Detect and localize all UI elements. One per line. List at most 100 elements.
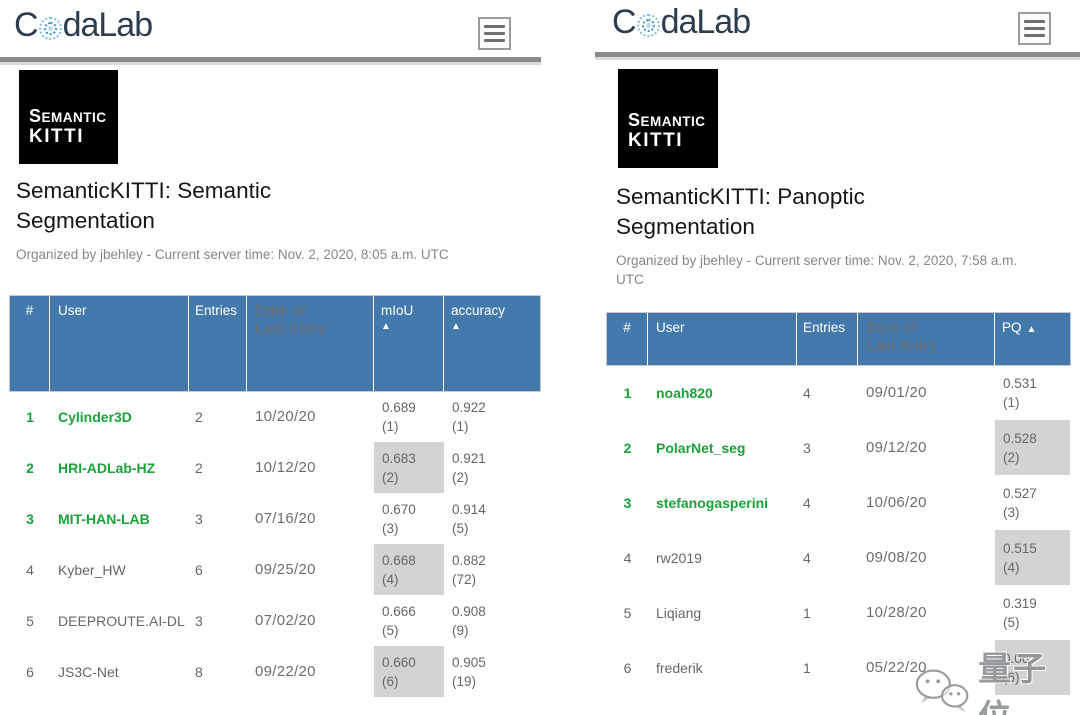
header-user: User xyxy=(648,313,797,365)
header-entries: Entries xyxy=(189,296,247,391)
header-miou[interactable]: mIoU ▲ xyxy=(374,296,444,391)
accuracy-cell: 0.921 (2) xyxy=(444,442,540,493)
sort-asc-icon: ▲ xyxy=(451,321,461,332)
entries-cell: 2 xyxy=(195,459,203,476)
rank-cell: 5 xyxy=(623,604,632,621)
accuracy-cell: 0.908 (9) xyxy=(444,595,540,646)
hamburger-icon xyxy=(484,25,505,28)
header-divider xyxy=(0,57,541,65)
entries-cell: 1 xyxy=(803,604,811,621)
leaderboard-table: # User Entries Date of Last Entry mIoU ▲… xyxy=(10,296,540,697)
metric-value: 0.908 xyxy=(452,603,486,619)
accuracy-cell: 0.905 (19) xyxy=(444,646,540,697)
user-cell: MIT-HAN-LAB xyxy=(58,510,150,527)
metric-value: 0.921 xyxy=(452,450,486,466)
metric-rank: (5) xyxy=(452,520,469,536)
codalab-dotted-o-icon xyxy=(38,17,62,40)
entries-cell: 4 xyxy=(803,549,811,566)
menu-button[interactable] xyxy=(1018,12,1051,45)
metric-rank: (1) xyxy=(1003,394,1020,410)
table-row: 3 stefanogasperini 4 10/06/20 0.527 (3) xyxy=(607,475,1070,530)
metric-value: 0.922 xyxy=(452,399,486,415)
codalab-logo[interactable]: C daLab xyxy=(14,6,154,45)
menu-button[interactable] xyxy=(478,17,511,50)
date-cell: 10/12/20 xyxy=(255,459,316,476)
rank-cell: 4 xyxy=(623,549,632,566)
user-cell: Kyber_HW xyxy=(58,561,126,578)
organizer-info: Organized by jbehley - Current server ti… xyxy=(616,253,1018,287)
rank-cell: 3 xyxy=(623,494,632,511)
metric-value: 0.914 xyxy=(452,501,486,517)
semantickitti-logo: Semantic KITTI xyxy=(19,70,118,164)
header-accuracy[interactable]: accuracy ▲ xyxy=(444,296,540,391)
metric-value: 0.666 xyxy=(382,603,416,619)
user-cell: Liqiang xyxy=(656,604,702,621)
metric-value: 0.531 xyxy=(1003,375,1037,391)
user-cell: frederik xyxy=(656,659,703,676)
metric-rank: (9) xyxy=(452,622,469,638)
metric-rank: (5) xyxy=(382,622,399,638)
rank-cell: 6 xyxy=(26,663,34,680)
metric-rank: (72) xyxy=(452,571,477,587)
sort-asc-icon: ▲ xyxy=(381,321,391,332)
table-header-row: # User Entries Date of Last Entry PQ ▲ xyxy=(607,313,1070,365)
semantickitti-logo-line1: Semantic xyxy=(29,106,107,126)
metric-value: 0.515 xyxy=(1003,540,1037,556)
semantickitti-logo-line1: Semantic xyxy=(628,110,706,130)
date-cell: 09/12/20 xyxy=(866,439,927,456)
metric-rank: (19) xyxy=(452,673,477,689)
entries-cell: 8 xyxy=(195,663,203,680)
rank-cell: 5 xyxy=(26,612,34,629)
pq-cell: 0.515 (4) xyxy=(995,530,1070,585)
page-title: SemanticKITTI: Semantic Segmentation xyxy=(16,178,272,233)
miou-cell: 0.689 (1) xyxy=(374,391,444,442)
header-date: Date of Last Entry xyxy=(858,313,995,365)
date-cell: 09/25/20 xyxy=(255,561,316,578)
entries-cell: 6 xyxy=(195,561,203,578)
metric-rank: (1) xyxy=(382,418,399,434)
metric-value: 0.683 xyxy=(382,450,416,466)
header-pq[interactable]: PQ ▲ xyxy=(1002,320,1037,335)
metric-value: 0.668 xyxy=(382,552,416,568)
metric-rank: (5) xyxy=(1003,614,1020,630)
miou-cell: 0.666 (5) xyxy=(374,595,444,646)
entries-cell: 4 xyxy=(803,494,811,511)
metric-rank: (2) xyxy=(382,469,399,485)
metric-rank: (3) xyxy=(1003,504,1020,520)
metric-value: 0.882 xyxy=(452,552,486,568)
rank-cell: 1 xyxy=(623,384,632,401)
codalab-logo-text-rest: daLab xyxy=(62,6,154,44)
rank-cell: 2 xyxy=(26,459,34,476)
user-cell: PolarNet_seg xyxy=(656,439,746,456)
header-entries: Entries xyxy=(797,313,858,365)
accuracy-cell: 0.914 (5) xyxy=(444,493,540,544)
date-cell: 10/28/20 xyxy=(866,604,927,621)
metric-value: 0.905 xyxy=(452,654,486,670)
rank-cell: 6 xyxy=(623,659,632,676)
metric-value: 0.528 xyxy=(1003,430,1037,446)
user-cell: noah820 xyxy=(656,384,713,401)
date-cell: 10/06/20 xyxy=(866,494,927,511)
pq-cell: 0.528 (2) xyxy=(995,420,1070,475)
metric-rank: (3) xyxy=(382,520,399,536)
metric-rank: (2) xyxy=(452,469,469,485)
entries-cell: 3 xyxy=(803,439,811,456)
user-cell: Cylinder3D xyxy=(58,408,132,425)
codalab-dotted-o-icon xyxy=(636,14,660,37)
table-row: 2 HRI-ADLab-HZ 2 10/12/20 0.683 (2) 0.921… xyxy=(10,442,540,493)
date-cell: 05/22/20 xyxy=(866,659,927,676)
user-cell: DEEPROUTE.AI-DL xyxy=(58,612,185,629)
metric-value: 0.067 xyxy=(1003,650,1037,666)
semantickitti-logo-line2: KITTI xyxy=(29,126,84,147)
table-row: 2 PolarNet_seg 3 09/12/20 0.528 (2) xyxy=(607,420,1070,475)
miou-cell: 0.670 (3) xyxy=(374,493,444,544)
hamburger-icon xyxy=(1024,20,1045,23)
header-user: User xyxy=(50,296,189,391)
codalab-logo[interactable]: C daLab xyxy=(612,3,752,42)
date-cell: 07/16/20 xyxy=(255,510,316,527)
user-cell: stefanogasperini xyxy=(656,494,769,511)
date-cell: 09/08/20 xyxy=(866,549,927,566)
metric-value: 0.319 xyxy=(1003,595,1037,611)
codalab-logo-text-rest: daLab xyxy=(660,3,752,41)
